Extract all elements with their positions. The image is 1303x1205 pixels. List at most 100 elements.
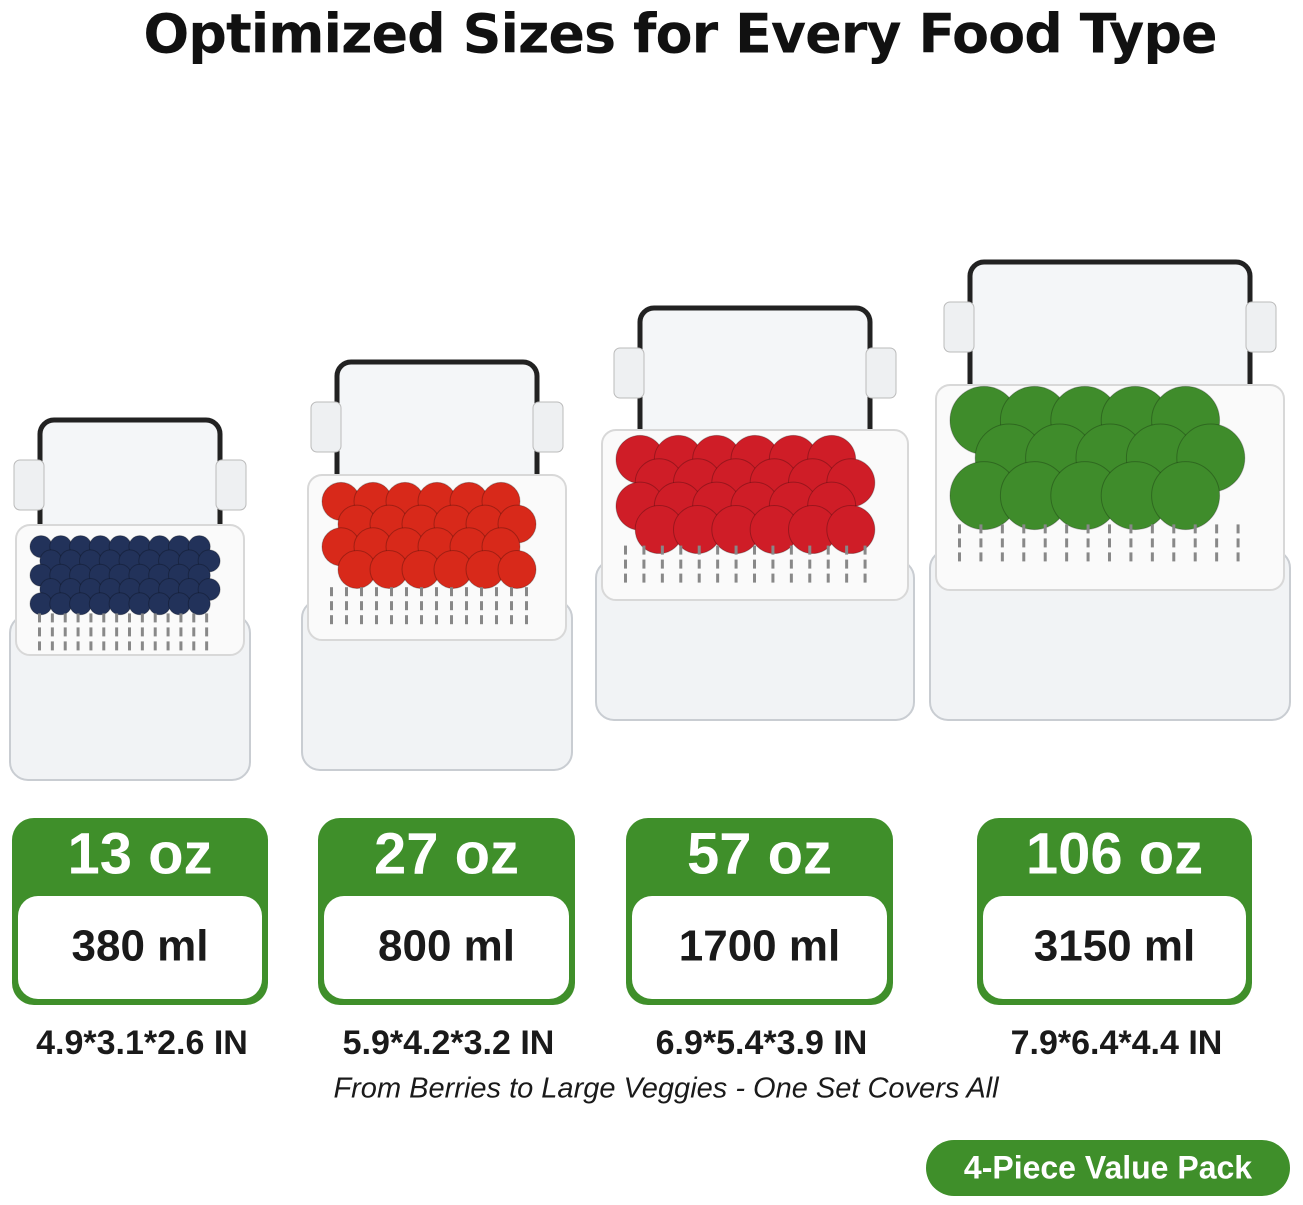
drain-hole <box>360 601 363 611</box>
drain-hole <box>753 573 756 583</box>
drain-hole <box>480 601 483 611</box>
drain-hole <box>330 615 333 625</box>
food <box>148 592 172 616</box>
drain-hole <box>63 627 67 637</box>
food <box>29 592 53 616</box>
drain-hole <box>753 559 756 569</box>
drain-hole <box>1129 524 1133 534</box>
drain-hole <box>1086 552 1090 562</box>
oz-label: 106 oz <box>1026 821 1203 886</box>
drain-hole <box>205 613 209 623</box>
drain-hole <box>128 627 131 637</box>
drain-hole <box>38 613 41 623</box>
drain-hole <box>753 545 756 555</box>
lid-clip <box>865 347 897 399</box>
drain-hole <box>697 545 701 555</box>
lid-clip <box>1245 301 1277 353</box>
drain-hole <box>450 601 453 611</box>
drain-hole <box>435 587 438 597</box>
oz-label: 57 oz <box>687 821 832 886</box>
drain-hole <box>979 552 983 562</box>
drain-hole <box>89 613 93 623</box>
drain-hole <box>115 641 119 651</box>
badge: 4-Piece Value Pack <box>964 1149 1252 1185</box>
drain-hole <box>716 559 720 569</box>
drain-hole <box>734 559 738 569</box>
dimensions: 7.9*6.4*4.4 IN <box>1011 1024 1223 1062</box>
drain-hole <box>140 627 144 637</box>
lid-clip <box>310 401 342 453</box>
badge-bg <box>926 1140 1290 1196</box>
lid-clip <box>532 401 564 453</box>
food <box>826 505 876 555</box>
drain-hole <box>958 524 961 534</box>
drain-hole <box>205 627 209 637</box>
drain-hole <box>480 615 483 625</box>
drain-hole <box>192 627 196 637</box>
drain-hole <box>1172 524 1176 534</box>
drain-hole <box>405 615 408 625</box>
drain-hole <box>1236 538 1240 548</box>
drain-hole <box>115 627 119 637</box>
drain-hole <box>624 559 627 569</box>
drain-hole <box>50 627 54 637</box>
drain-hole <box>192 641 196 651</box>
drain-hole <box>153 613 157 623</box>
drain-hole <box>1150 552 1154 562</box>
drain-hole <box>390 615 393 625</box>
drain-hole <box>166 613 170 623</box>
drain-hole <box>1043 552 1047 562</box>
drain-hole <box>642 573 646 583</box>
drain-hole <box>1129 538 1133 548</box>
drain-hole <box>435 615 438 625</box>
drain-hole <box>375 601 378 611</box>
drain-hole <box>845 573 849 583</box>
drain-hole <box>863 559 867 569</box>
drain-hole <box>1172 552 1176 562</box>
drain-hole <box>140 641 144 651</box>
food <box>108 592 132 616</box>
drain-hole <box>826 545 830 555</box>
drain-hole <box>390 587 393 597</box>
drain-hole <box>771 573 775 583</box>
food <box>167 592 191 616</box>
food <box>187 592 211 616</box>
drain-hole <box>679 559 683 569</box>
ml-label: 380 ml <box>72 922 209 971</box>
drain-hole <box>1215 552 1219 562</box>
drain-hole <box>1000 552 1004 562</box>
drain-hole <box>1000 524 1004 534</box>
drain-hole <box>789 545 793 555</box>
drain-hole <box>958 538 961 548</box>
drain-hole <box>1236 524 1240 534</box>
drain-hole <box>1086 538 1090 548</box>
drain-hole <box>1086 524 1090 534</box>
drain-hole <box>1043 524 1047 534</box>
dimensions: 5.9*4.2*3.2 IN <box>343 1024 555 1062</box>
drain-hole <box>826 573 830 583</box>
containers <box>9 259 1291 781</box>
drain-hole <box>360 587 363 597</box>
drain-hole <box>330 587 333 597</box>
drain-hole <box>660 545 664 555</box>
ml-label: 3150 ml <box>1034 922 1195 971</box>
drain-hole <box>420 615 423 625</box>
drain-hole <box>958 552 961 562</box>
drain-hole <box>1172 538 1176 548</box>
drain-hole <box>450 587 453 597</box>
drain-hole <box>1193 538 1197 548</box>
lid-clip <box>215 459 247 511</box>
drain-hole <box>153 641 157 651</box>
drain-hole <box>128 641 131 651</box>
lid-clip <box>613 347 645 399</box>
drain-hole <box>1022 538 1026 548</box>
drain-hole <box>166 641 170 651</box>
drain-hole <box>465 587 468 597</box>
drain-hole <box>38 627 41 637</box>
drain-hole <box>450 615 453 625</box>
title: Optimized Sizes for Every Food Type <box>143 3 1216 66</box>
drain-hole <box>697 559 701 569</box>
food <box>88 592 112 616</box>
drain-hole <box>465 601 468 611</box>
